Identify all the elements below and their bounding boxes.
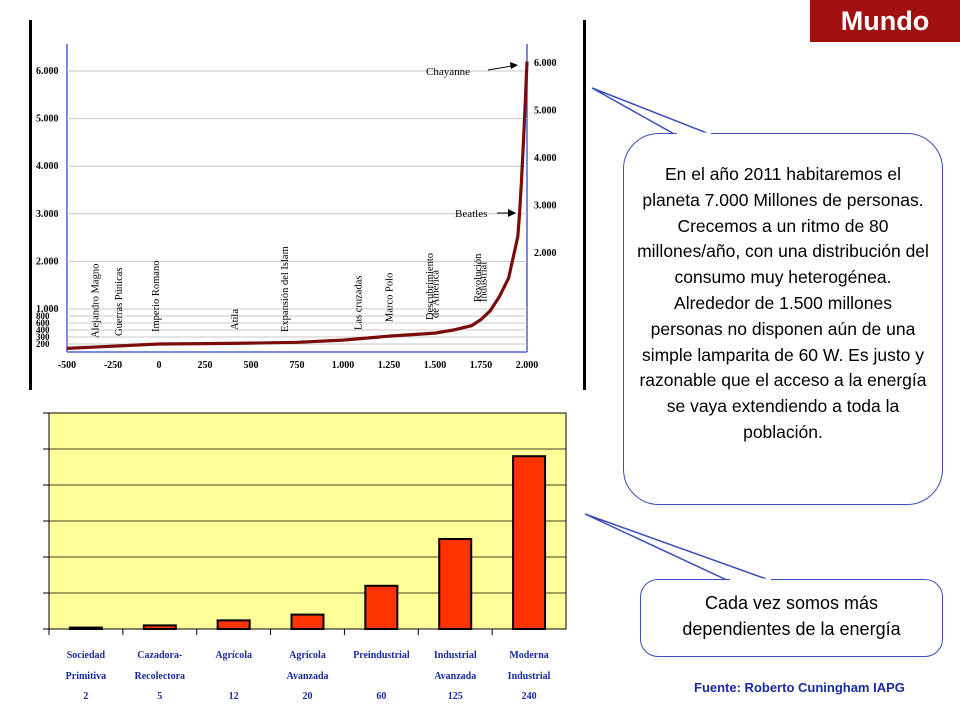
x-tick: 1.250	[378, 360, 401, 371]
category-label: Agrícola	[215, 650, 252, 661]
category-label: Moderna	[509, 650, 548, 661]
x-tick: -250	[104, 360, 122, 371]
energy-bar	[142, 624, 177, 630]
event-label: Alejandro Magno	[90, 264, 101, 338]
x-tick: 1.000	[332, 360, 355, 371]
divider-left	[29, 20, 32, 390]
category-label: Avanzada	[286, 671, 328, 682]
energy-chart: Sociedad Primitiva 2 Cazadora- Recolectora 5 A…	[43, 412, 567, 702]
value-label: 240	[522, 691, 537, 702]
population-annotations: Chayanne Beatles	[426, 62, 518, 220]
arrow-head	[510, 62, 518, 69]
y-tick-left: 1.000	[36, 304, 59, 315]
y-tick-left: 300	[36, 332, 50, 342]
x-tick: 500	[244, 360, 259, 371]
energy-bar	[438, 538, 473, 630]
event-label: de América	[431, 270, 442, 318]
x-tick: 1.500	[424, 360, 447, 371]
x-tick: 250	[198, 360, 213, 371]
population-callout: En el año 2011 habitaremos el planeta 7.…	[623, 133, 943, 505]
energy-bar	[364, 584, 399, 631]
value-label: 12	[229, 691, 239, 702]
bubble-main-pointer	[591, 87, 713, 136]
category-label: Agrícola	[289, 650, 326, 661]
annotation-beatles: Beatles	[455, 208, 487, 220]
y-tick-left: 4.000	[36, 161, 59, 172]
y-tick-left: 2.000	[36, 256, 59, 267]
energy-bar	[512, 455, 547, 631]
y-tick-right: 3.000	[534, 201, 557, 212]
population-chart: 6.0005.0004.0003.0002.0001.0008006004003…	[36, 44, 557, 371]
energy-callout: Cada vez somos más dependientes de la en…	[640, 579, 943, 657]
y-tick-right: 6.000	[534, 58, 557, 69]
value-label: 2	[83, 691, 88, 702]
annotation-chayanne: Chayanne	[426, 66, 470, 78]
y-tick-left: 5.000	[36, 114, 59, 125]
value-label: 125	[448, 691, 463, 702]
y-tick-left: 400	[36, 325, 50, 335]
population-curve	[66, 61, 529, 350]
event-label: Guerras Púnicas	[114, 267, 125, 336]
category-label: Recolectora	[135, 671, 186, 682]
x-tick: 1.750	[470, 360, 493, 371]
event-label: Descubrimiento	[425, 253, 436, 320]
event-label: Las cruzadas	[353, 275, 364, 330]
event-label: Atila	[230, 309, 241, 330]
population-ticks: 6.0005.0004.0003.0002.0001.0008006004003…	[36, 58, 557, 371]
x-tick: -500	[58, 360, 76, 371]
energy-bar	[290, 613, 325, 631]
source-credit: Fuente: Roberto Cuningham IAPG	[694, 680, 905, 695]
energy-bar	[68, 626, 103, 630]
arrow-head	[508, 209, 516, 217]
energy-bar	[216, 619, 251, 631]
y-tick-right: 2.000	[534, 248, 557, 259]
y-tick-left: 800	[36, 311, 50, 321]
value-label: 5	[157, 691, 162, 702]
value-label: 60	[376, 691, 386, 702]
event-label: Industrial	[479, 262, 490, 302]
category-label: Preindustrial	[353, 650, 410, 661]
mundo-badge: Mundo	[810, 0, 960, 42]
population-events: Alejandro Magno Guerras Púnicas Imperio Ro…	[90, 246, 489, 338]
y-tick-right: 5.000	[534, 106, 557, 117]
event-label: Marco Polo	[385, 273, 396, 322]
y-tick-left: 600	[36, 318, 50, 328]
category-label: Primitiva	[66, 671, 107, 682]
energy-labels: Sociedad Primitiva 2 Cazadora- Recolectora 5 A…	[66, 650, 551, 702]
category-label: Industrial	[434, 650, 477, 661]
event-label: Expansión del Islam	[280, 246, 291, 332]
x-tick: 750	[290, 360, 305, 371]
category-label: Sociedad	[67, 650, 106, 661]
x-tick: 2.000	[516, 360, 539, 371]
y-tick-left: 200	[36, 339, 50, 349]
y-tick-left: 3.000	[36, 209, 59, 220]
category-label: Avanzada	[434, 671, 476, 682]
x-tick: 0	[157, 360, 162, 371]
category-label: Cazadora-	[137, 650, 182, 661]
energy-bars	[68, 455, 547, 631]
divider-right	[583, 20, 586, 390]
event-label: Imperio Romano	[151, 261, 162, 332]
value-label: 20	[303, 691, 313, 702]
bubble-secondary-pointer	[584, 513, 773, 582]
y-tick-right: 4.000	[534, 153, 557, 164]
event-label: Revolución	[473, 253, 484, 302]
y-tick-left: 6.000	[36, 66, 59, 77]
annotation-arrow	[487, 65, 513, 71]
category-label: Industrial	[508, 671, 551, 682]
